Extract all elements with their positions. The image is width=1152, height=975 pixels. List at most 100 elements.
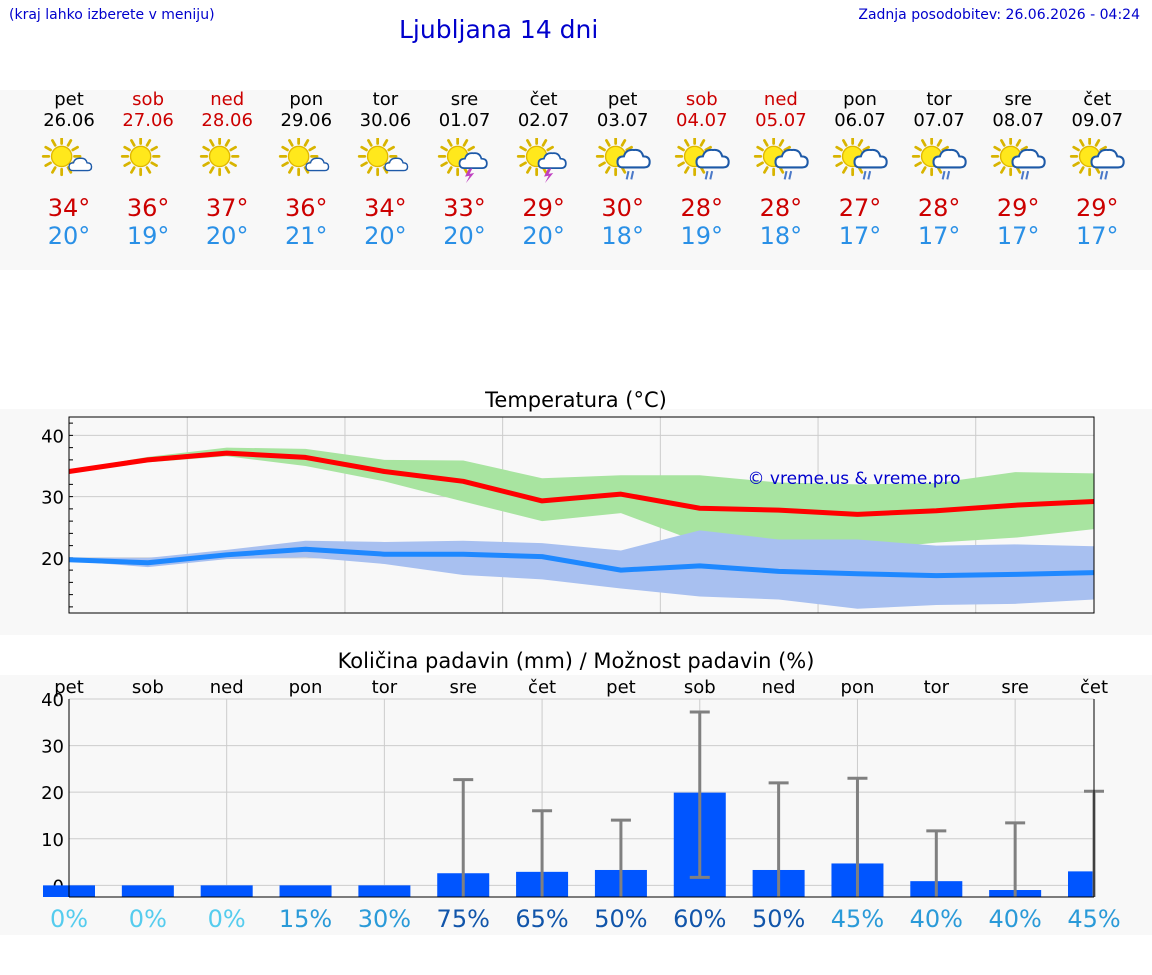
category-label: ned	[762, 677, 796, 698]
y-tick-label: 30	[41, 488, 64, 509]
forecast-day: ned 05.07 28° 18°	[741, 90, 821, 250]
max-temperature: 34°	[47, 194, 91, 222]
max-temperature: 36°	[285, 194, 328, 222]
day-date: 05.07	[755, 110, 807, 131]
category-label: pon	[841, 677, 875, 698]
day-name: pon	[289, 89, 324, 110]
day-name: čet	[1083, 89, 1112, 110]
forecast-day: čet 02.07 29° 20°	[504, 90, 584, 250]
min-temperature: 20°	[443, 222, 486, 250]
category-label: pet	[54, 677, 84, 698]
precipitation-probability: 45%	[1067, 905, 1120, 933]
day-date: 02.07	[517, 110, 570, 131]
day-date: 26.06	[43, 110, 95, 131]
forecast-day: pet 26.06 34° 20°	[29, 90, 109, 250]
max-temperature: 34°	[364, 194, 407, 222]
day-name: ned	[763, 89, 798, 110]
day-name: pet	[607, 89, 638, 110]
sun-cloud-icon	[279, 138, 330, 177]
forecast-day: čet 09.07 29° 17°	[1057, 90, 1137, 250]
forecast-day: pet 03.07 30° 18°	[583, 90, 663, 250]
sun-rain-icon	[595, 138, 651, 180]
min-temperature: 19°	[126, 222, 170, 250]
forecast-panel	[0, 90, 1152, 270]
min-temperature-line	[68, 546, 1095, 579]
forecast-day: tor 30.06 34° 20°	[345, 90, 425, 250]
category-label: sob	[132, 677, 164, 698]
max-temperature: 27°	[838, 194, 882, 222]
precipitation-probability: 0%	[208, 905, 246, 933]
max-temperature: 29°	[996, 194, 1040, 222]
sun-cloud-icon	[41, 138, 93, 177]
category-label: čet	[528, 677, 556, 698]
max-temperature-line	[68, 450, 1095, 517]
y-tick-label: 30	[41, 737, 64, 758]
day-date: 03.07	[596, 110, 649, 131]
plot-frame	[68, 416, 1095, 614]
max-temperature: 28°	[917, 194, 961, 222]
day-date: 09.07	[1071, 110, 1124, 131]
min-temperature: 19°	[680, 222, 724, 250]
precipitation-bar	[279, 885, 332, 897]
max-temperature: 30°	[601, 194, 644, 222]
forecast-day: tor 07.07 28° 17°	[899, 90, 979, 250]
max-temperature: 36°	[126, 194, 170, 222]
plot-area	[69, 699, 1094, 897]
category-label: pon	[289, 677, 323, 698]
min-temperature: 18°	[601, 222, 644, 250]
precipitation-bar	[1068, 871, 1094, 897]
precipitation-probability: 40%	[910, 905, 963, 933]
min-temperature: 17°	[838, 222, 882, 250]
min-temperature: 17°	[996, 222, 1040, 250]
precipitation-probability: 45%	[831, 905, 884, 933]
precipitation-probability: 60%	[673, 905, 726, 933]
temperature-chart-title: Temperatura (°C)	[485, 388, 667, 412]
min-temperature: 20°	[205, 222, 249, 250]
category-label: ned	[210, 677, 244, 698]
day-name: pet	[54, 89, 84, 110]
y-tick-label: 40	[41, 690, 64, 711]
forecast-day: sob 27.06 36° 19°	[108, 90, 188, 250]
max-temperature: 29°	[1076, 194, 1119, 222]
sun-thunder-icon	[516, 138, 567, 184]
day-name: tor	[926, 89, 952, 110]
category-label: sre	[1001, 677, 1028, 698]
day-name: tor	[372, 89, 399, 110]
day-date: 30.06	[359, 110, 412, 131]
forecast-day: ned 28.06 37° 20°	[187, 90, 267, 250]
category-label: sre	[449, 677, 476, 698]
temperature-chart: 20 30 40 © vreme.us & vreme.pro	[41, 416, 1095, 614]
day-date: 01.07	[438, 110, 491, 131]
y-tick-label: 20	[41, 783, 64, 804]
forecast-day: pon 06.07 27° 17°	[820, 90, 900, 250]
sun-rain-icon	[991, 138, 1046, 180]
location-hint: (kraj lahko izberete v meniju)	[9, 7, 215, 23]
day-name: čet	[529, 89, 558, 110]
category-label: pet	[606, 677, 636, 698]
precipitation-probability: 65%	[515, 905, 568, 933]
sun-rain-icon	[674, 138, 730, 180]
y-tick-label: 10	[41, 830, 64, 851]
sun-rain-icon	[1070, 138, 1125, 180]
category-label: tor	[924, 677, 950, 698]
precipitation-probability: 75%	[437, 905, 490, 933]
day-date: 28.06	[201, 110, 253, 131]
forecast-day: sre 08.07 29° 17°	[978, 90, 1058, 250]
watermark: © vreme.us & vreme.pro	[747, 469, 960, 489]
max-temperature: 29°	[522, 194, 565, 222]
precipitation-probability: 50%	[594, 905, 647, 933]
day-name: sob	[685, 89, 718, 110]
precipitation-chart: 010203040petsobnedpontorsrečetpetsobnedp…	[41, 677, 1121, 933]
sun-icon	[120, 138, 161, 177]
y-tick-label: 40	[41, 426, 64, 447]
precipitation-probability: 0%	[129, 905, 167, 933]
min-temperature: 20°	[522, 222, 565, 250]
precipitation-probability: 0%	[50, 905, 88, 933]
last-update: Zadnja posodobitev: 26.06.2026 - 04:24	[858, 7, 1140, 23]
max-temperature: 28°	[680, 194, 724, 222]
day-date: 08.07	[992, 110, 1044, 131]
sun-rain-icon	[911, 138, 967, 180]
forecast-day: pon 29.06 36° 21°	[266, 90, 346, 250]
day-date: 04.07	[676, 110, 728, 131]
day-date: 07.07	[913, 110, 965, 131]
